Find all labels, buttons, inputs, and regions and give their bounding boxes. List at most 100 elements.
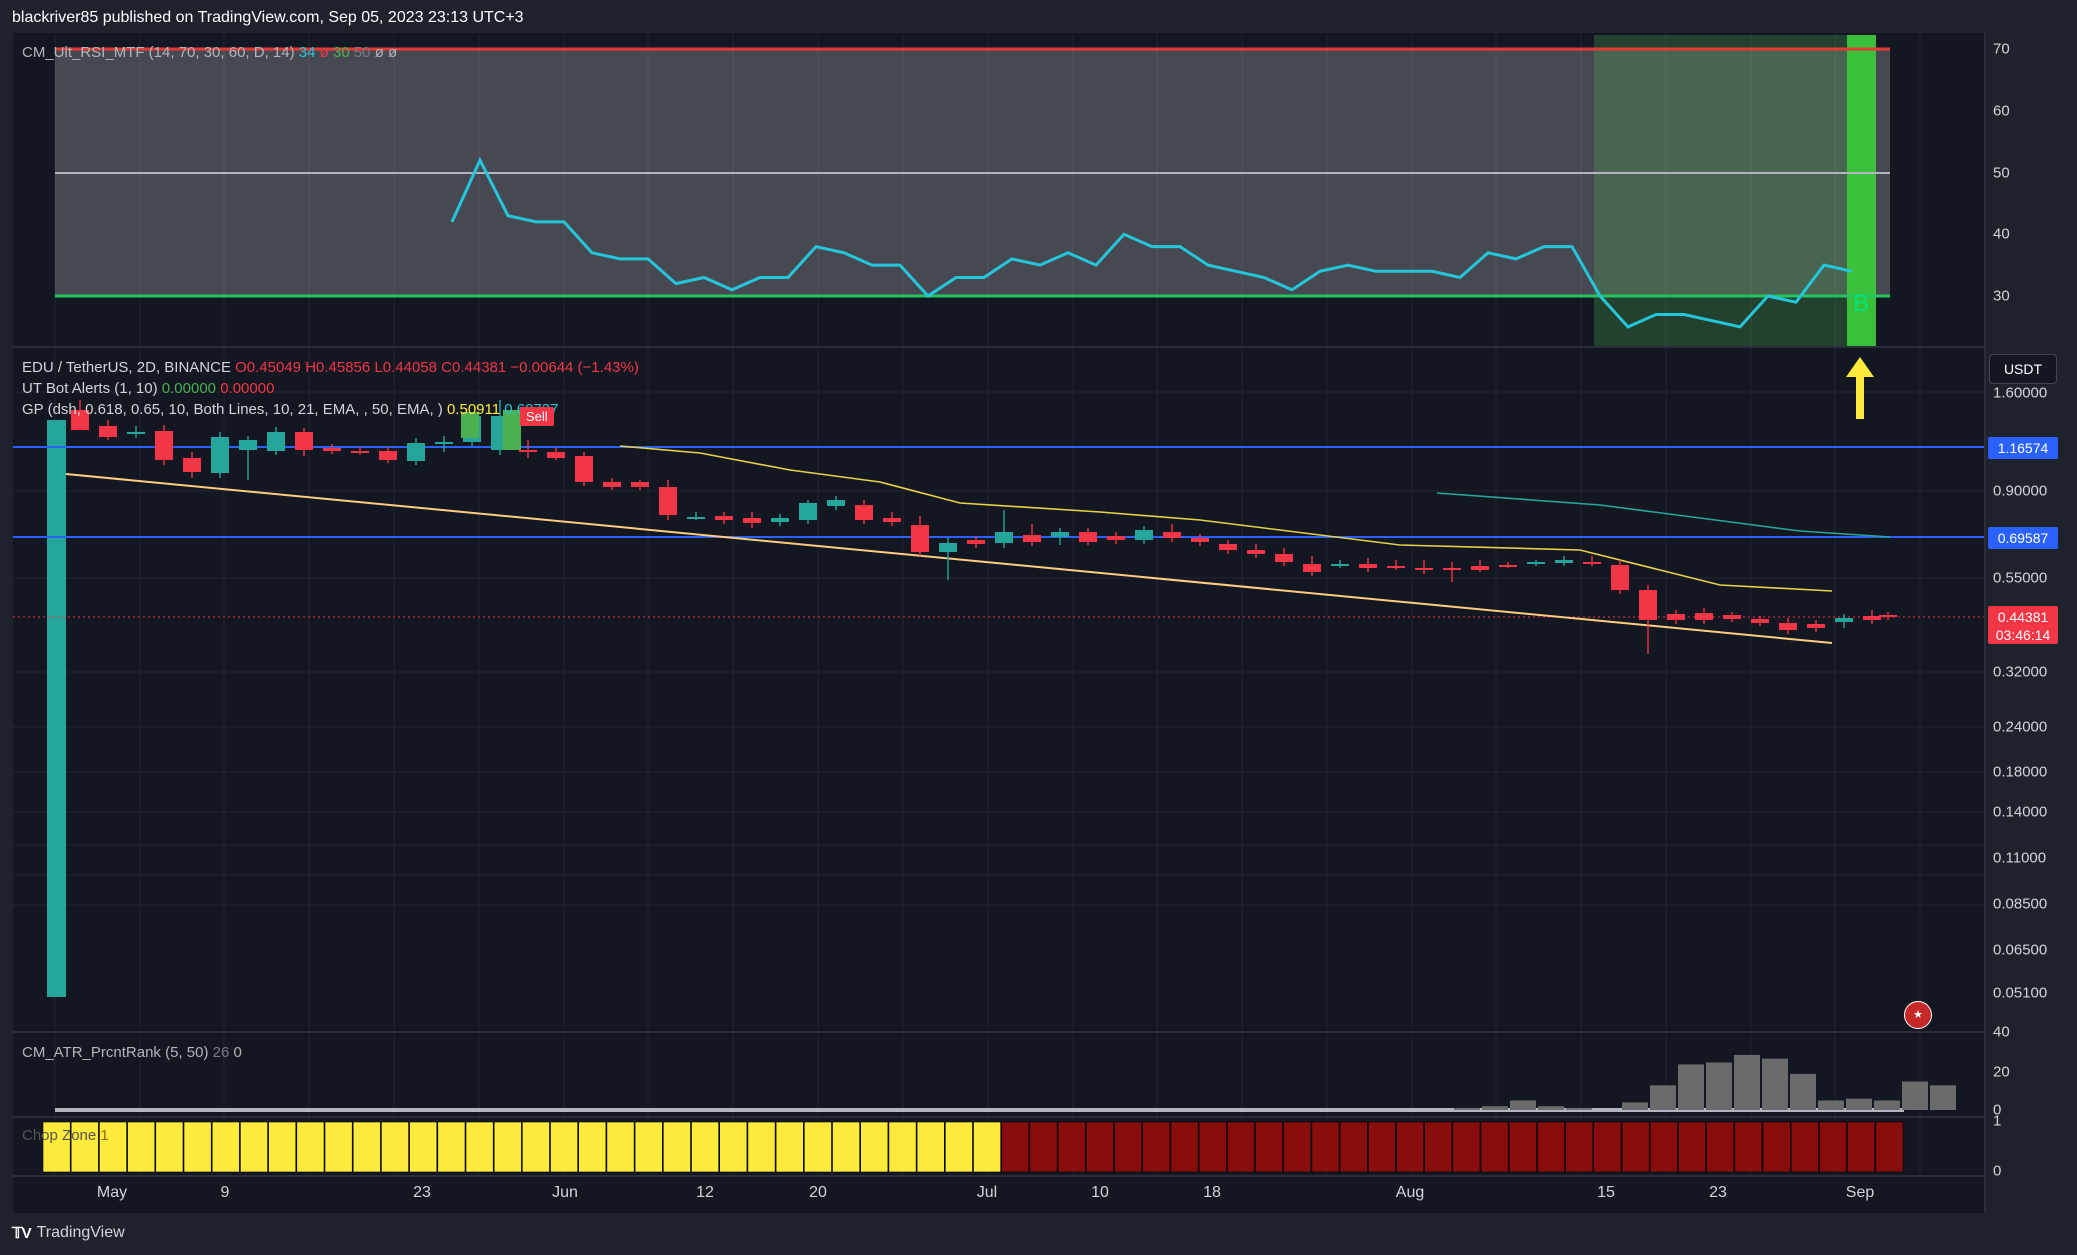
price-axis-tick: 0.14000 [1993, 803, 2048, 821]
chop-legend[interactable]: Chop Zone 1 [22, 1127, 109, 1144]
candle [1639, 585, 1657, 654]
time-axis-label: Sep [1845, 1184, 1875, 1201]
price-axis-tick: 0.90000 [1993, 482, 2048, 500]
symbol-legend[interactable]: EDU / TetherUS, 2D, BINANCE O0.45049 H0.… [22, 359, 639, 376]
chart-area[interactable] [13, 33, 1985, 1213]
chop-cell [1142, 1121, 1171, 1173]
atr-bars [1454, 1054, 1956, 1110]
time-axis-label: Jun [552, 1184, 578, 1201]
rsi-oversold-zone [1594, 35, 1847, 347]
chop-cell [973, 1121, 1002, 1173]
time-axis-label: 20 [809, 1184, 827, 1201]
footer-brand-label: TradingView [36, 1224, 125, 1241]
up-arrow-icon [1846, 357, 1874, 419]
candle [519, 440, 537, 458]
chop-cell [662, 1121, 691, 1173]
chop-cell [493, 1121, 522, 1173]
candle [967, 536, 985, 548]
chop-cell [381, 1121, 409, 1173]
rsi-axis-tick: 40 [1993, 225, 2010, 243]
atr-value-1: 26 [212, 1044, 230, 1061]
candle [883, 512, 901, 526]
atr-bar [1874, 1100, 1900, 1110]
candle [1107, 532, 1125, 544]
candle [1779, 618, 1797, 634]
candle [1555, 556, 1573, 566]
chop-cell [1086, 1121, 1114, 1173]
candle [1583, 556, 1601, 566]
chop-cell [1368, 1121, 1396, 1173]
candle [1835, 614, 1853, 628]
time-axis-label: 15 [1597, 1184, 1615, 1201]
rsi-legend[interactable]: CM_Ult_RSI_MTF (14, 70, 30, 60, D, 14) 3… [22, 44, 397, 61]
atr-bar [1818, 1100, 1844, 1110]
candle [323, 444, 341, 454]
candle [379, 447, 397, 463]
rsi-value-6: ø [388, 44, 398, 61]
chop-cell [42, 1121, 71, 1173]
chop-cell [1593, 1121, 1622, 1173]
candle [1135, 526, 1153, 544]
currency-button[interactable]: USDT [1989, 354, 2057, 384]
candle [99, 420, 117, 440]
sell-signal: Sell [520, 407, 554, 426]
chop-cell [691, 1121, 720, 1173]
rsi-value-4: 50 [353, 44, 371, 61]
candle [1303, 556, 1321, 576]
us-flag-icon[interactable]: ★ [1904, 1001, 1932, 1029]
gp-legend[interactable]: GP (dsh, 0.618, 0.65, 10, Both Lines, 10… [22, 401, 558, 418]
rsi-axis-tick: 50 [1993, 164, 2010, 182]
atr-bar [1510, 1100, 1536, 1110]
candle [1331, 560, 1349, 568]
atr-bar [1930, 1085, 1956, 1110]
time-axis-label: 23 [413, 1184, 431, 1201]
time-axis-label: 10 [1091, 1184, 1109, 1201]
gp-label: GP (dsh, 0.618, 0.65, 10, Both Lines, 10… [22, 401, 443, 418]
candle [1275, 548, 1293, 566]
candle [183, 452, 201, 478]
chop-cell [1565, 1121, 1594, 1173]
candle [547, 448, 565, 460]
candle [1807, 620, 1825, 632]
candle [687, 512, 705, 520]
candle [461, 412, 479, 438]
chop-cell [296, 1121, 325, 1173]
time-axis-label: Jul [976, 1184, 998, 1201]
chop-label: Chop Zone [22, 1127, 97, 1144]
buy-marker: B [1853, 290, 1869, 317]
chop-cell [578, 1121, 607, 1173]
candle [1359, 558, 1377, 572]
footer-brand[interactable]: 𝕋V TradingView [12, 1224, 125, 1242]
chop-cell [155, 1121, 184, 1173]
chop-cell [1001, 1121, 1030, 1173]
atr-bar [1566, 1108, 1592, 1110]
chop-zone-cells [42, 1121, 1904, 1173]
ohlc-low: L0.44058 [374, 359, 437, 376]
chop-cell [1283, 1121, 1312, 1173]
chop-cell [860, 1121, 889, 1173]
candle [239, 436, 257, 480]
candle [1443, 562, 1461, 582]
candle [743, 512, 761, 528]
candle [1079, 528, 1097, 545]
atr-axis-tick: 0 [1993, 1101, 2002, 1119]
chop-cell [1847, 1121, 1876, 1173]
ohlc-change: −0.00644 (−1.43%) [510, 359, 639, 376]
chop-value: 1 [100, 1127, 109, 1144]
candle [855, 500, 873, 524]
chop-cell [1114, 1121, 1143, 1173]
time-axis-label: 18 [1203, 1184, 1221, 1201]
price-axis-tick: 0.11000 [1993, 849, 2047, 867]
atr-bar [1902, 1081, 1928, 1110]
candle [1387, 560, 1405, 570]
candle [1527, 560, 1545, 566]
chop-cell [1762, 1121, 1791, 1173]
rsi-value-5: ø [374, 44, 384, 61]
chop-cell [1480, 1121, 1509, 1173]
chop-cell [324, 1121, 353, 1173]
utbot-legend[interactable]: UT Bot Alerts (1, 10) 0.00000 0.00000 [22, 380, 274, 397]
atr-legend[interactable]: CM_ATR_PrcntRank (5, 50) 26 0 [22, 1044, 242, 1061]
utbot-value-2: 0.00000 [220, 380, 275, 397]
chop-cell [1452, 1121, 1481, 1173]
price-axis-tick: 0.05100 [1993, 984, 2048, 1002]
